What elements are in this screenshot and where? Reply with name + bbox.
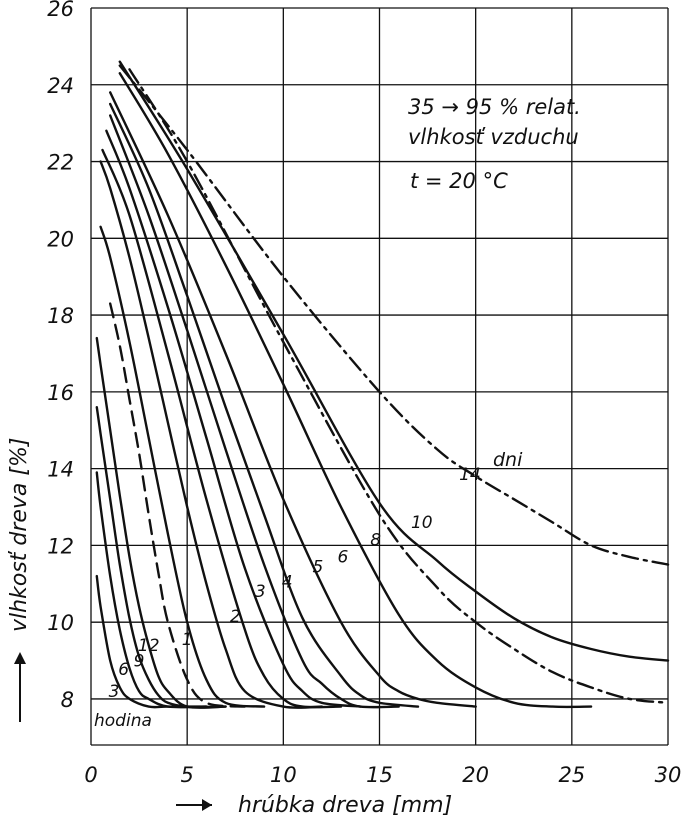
curve-label-2: 9 [134,651,145,671]
x-axis-title: hrúbka dreva [mm] [176,793,452,818]
series-curve-9 [109,114,400,709]
curve-label-7: 3 [255,582,266,602]
x-tick-label: 5 [180,763,193,787]
y-tick-label: 24 [47,74,74,98]
y-tick-label: 12 [47,534,74,558]
temperature-annotation: t = 20 °C [410,169,508,193]
curve-label-13: 14 [459,465,481,485]
series-curve-3 [95,336,227,709]
x-tick-label: 25 [558,763,585,787]
series-curve-4 [109,302,247,708]
x-tick-label: 10 [270,763,297,787]
humidity-annotation-line2: vlhkosť vzduchu [408,125,579,149]
series-curve-15 [118,64,670,566]
series-curve-6 [99,160,323,709]
y-tick-label: 16 [47,381,74,405]
y-tick-label: 14 [47,458,74,482]
y-tick-label: 18 [47,304,74,328]
curve-label-6: 2 [230,607,241,627]
series-curve-1 [95,471,208,709]
curves [95,60,670,709]
curve-label-11: 8 [370,530,381,550]
y-axis-label: vlhkosť dreva [%] [7,438,32,632]
y-tick-label: 10 [47,611,74,635]
curve-label-8: 4 [282,573,293,593]
y-arrow-head-icon [14,652,26,664]
y-tick-label: 26 [47,0,74,21]
grid [90,7,669,746]
days-unit-label: dni [493,449,523,471]
x-tick-label: 0 [84,763,97,787]
y-tick-labels: 8 10 12 14 16 18 20 22 24 26 [47,0,74,712]
series-curve-7 [101,148,343,709]
series-curve-8 [105,129,362,708]
curve-label-0: 3 [109,682,120,702]
x-arrow-head-icon [202,799,212,811]
curve-label-5: 1 [182,630,193,650]
x-tick-label: 30 [655,763,682,787]
y-tick-label: 20 [47,227,74,251]
humidity-annotation-line1: 35 → 95 % relat. [408,95,581,119]
y-axis-title: vlhkosť dreva [%] [7,438,32,722]
x-tick-labels: 0 5 10 15 20 25 30 [84,763,681,787]
series-curve-2 [95,406,227,709]
y-tick-label: 22 [47,151,74,175]
curve-label-10: 6 [338,548,349,568]
curve-label-12: 10 [411,513,433,533]
hours-unit-label: hodina [94,711,152,731]
series-curve-5 [99,225,266,708]
x-tick-label: 15 [366,763,393,787]
curve-label-3: 12 [138,636,160,656]
series-curve-10 [109,102,420,708]
x-axis-label: hrúbka dreva [mm] [238,793,452,818]
x-tick-label: 20 [462,763,489,787]
annotation-box: 35 → 95 % relat. vlhkosť vzduchu t = 20 … [408,95,581,193]
series-curve-14 [128,68,670,704]
curve-label-9: 5 [313,557,324,577]
series-curve-13 [118,60,670,662]
series-curve-11 [109,91,477,708]
series-curve-12 [118,72,593,709]
y-tick-label: 8 [61,688,74,712]
curve-label-1: 6 [118,660,129,680]
